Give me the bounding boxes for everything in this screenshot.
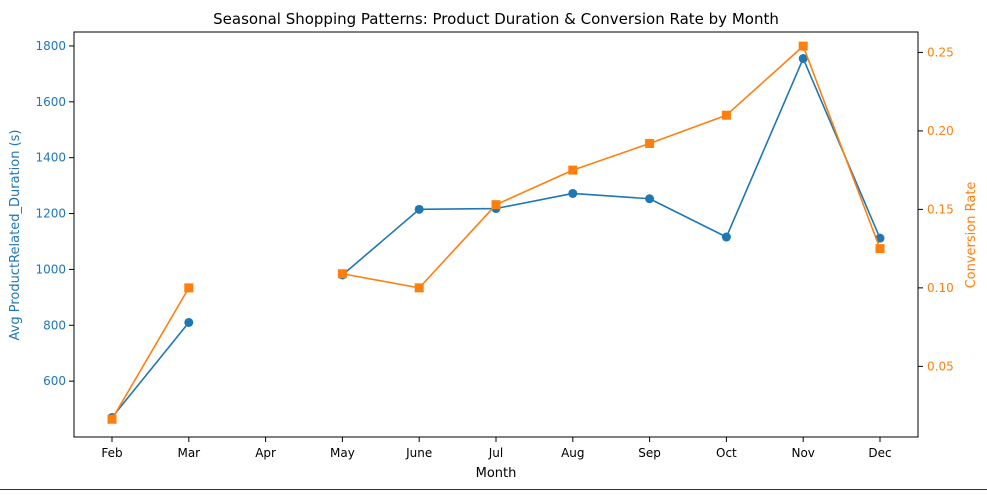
y-tick-label: 1800 bbox=[35, 39, 66, 53]
x-tick-label: Sep bbox=[638, 446, 661, 460]
duration-line bbox=[341, 57, 881, 276]
plot-frame bbox=[73, 31, 919, 438]
conversion-rate-point bbox=[414, 283, 424, 293]
y-axis-label: Avg ProductRelated_Duration (s) bbox=[8, 130, 23, 341]
y2-axis-label: Conversion Rate bbox=[964, 182, 979, 289]
y2-tick-label: 0.10 bbox=[927, 281, 954, 295]
conversion-rate-point bbox=[568, 165, 578, 175]
conversion-rate-point bbox=[491, 200, 501, 210]
plot-area: Feb Mar Apr May June Jul Aug Sep Oct Nov Dec 600 800… bbox=[35, 31, 954, 460]
conversion-rate-point bbox=[721, 110, 731, 120]
x-tick-label: Dec bbox=[868, 446, 891, 460]
y2-tick-label: 0.20 bbox=[927, 124, 954, 138]
conversion-rate-point bbox=[798, 41, 808, 51]
conversion-rate-point bbox=[875, 244, 885, 254]
x-tick-label: Mar bbox=[177, 446, 200, 460]
x-tick-label: Nov bbox=[791, 446, 814, 460]
y-tick-label: 1600 bbox=[35, 95, 66, 109]
duration-line bbox=[111, 321, 190, 418]
conversion-rate-line bbox=[342, 45, 881, 289]
x-tick-label: Feb bbox=[101, 446, 122, 460]
x-tick-label: Oct bbox=[716, 446, 737, 460]
duration-point bbox=[798, 54, 808, 64]
y-tick-label: 600 bbox=[43, 374, 66, 388]
duration-point bbox=[875, 233, 885, 243]
duration-point bbox=[414, 204, 424, 214]
duration-point bbox=[184, 317, 194, 327]
x-tick-label: June bbox=[405, 446, 432, 460]
conversion-rate-point bbox=[107, 414, 117, 424]
conversion-rate-point bbox=[645, 138, 655, 148]
duration-point bbox=[645, 194, 655, 204]
bottom-divider bbox=[0, 489, 987, 490]
duration-point bbox=[568, 188, 578, 198]
y-tick-label: 800 bbox=[43, 318, 66, 332]
chart-title: Seasonal Shopping Patterns: Product Dura… bbox=[213, 10, 779, 28]
x-tick-label: Jul bbox=[488, 446, 503, 460]
y2-tick-label: 0.05 bbox=[927, 359, 954, 373]
conversion-rate-line bbox=[111, 287, 190, 420]
y-tick-label: 1400 bbox=[35, 151, 66, 165]
conversion-rate-point bbox=[184, 283, 194, 293]
y-tick-label: 1000 bbox=[35, 262, 66, 276]
x-tick-label: Apr bbox=[255, 446, 276, 460]
y2-tick-label: 0.25 bbox=[927, 45, 954, 59]
y2-tick-label: 0.15 bbox=[927, 202, 954, 216]
x-tick-label: May bbox=[330, 446, 355, 460]
y-tick-label: 1200 bbox=[35, 207, 66, 221]
conversion-rate-point bbox=[337, 269, 347, 279]
duration-point bbox=[721, 232, 731, 242]
x-axis-label: Month bbox=[476, 466, 517, 481]
x-tick-label: Aug bbox=[561, 446, 584, 460]
